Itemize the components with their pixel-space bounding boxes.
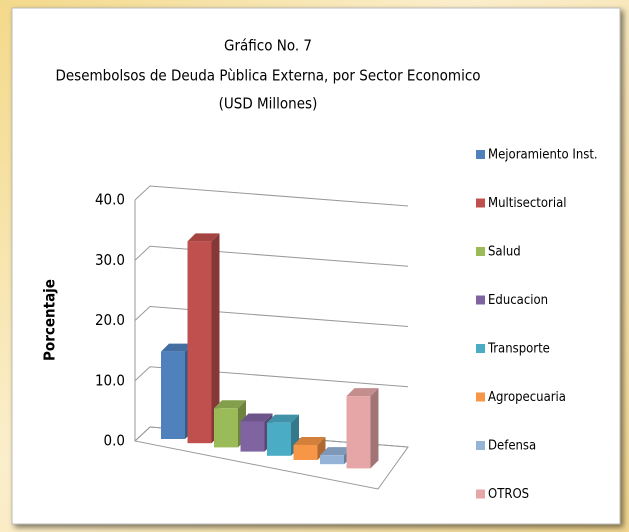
bar: [214, 408, 238, 448]
legend-label: Agropecuaria: [488, 390, 566, 405]
legend-swatch: [476, 295, 485, 305]
legend-label: Defensa: [488, 439, 536, 454]
bar: [320, 455, 344, 465]
y-axis-label: Porcentaje: [41, 279, 59, 361]
bar-top: [293, 436, 326, 445]
legend-label: Mejoramiento Inst.: [488, 148, 598, 163]
legend-swatch: [476, 392, 485, 402]
bar-top: [161, 343, 193, 352]
legend-label: Transporte: [487, 342, 550, 357]
bar-side: [211, 233, 220, 444]
legend-swatch: [476, 247, 485, 256]
legend-swatch: [476, 441, 485, 450]
bar-top: [240, 413, 273, 422]
bar-top: [320, 447, 352, 456]
legend-label: Salud: [488, 245, 521, 260]
bar: [187, 241, 212, 444]
y-tick-label: 10.0: [95, 371, 125, 389]
bar-top: [214, 400, 246, 409]
bar: [346, 396, 371, 469]
grid-line: [134, 245, 409, 267]
legend-swatch: [476, 198, 485, 208]
grid-line: [134, 185, 409, 207]
legend-swatch: [476, 150, 485, 159]
grid-line: [134, 366, 409, 388]
grid-line: [134, 305, 409, 327]
y-tick-label: 20.0: [95, 311, 125, 329]
legend-label: Multisectorial: [488, 196, 567, 211]
bar: [161, 351, 185, 439]
legend-label: OTROS: [488, 487, 529, 502]
bar-top: [187, 233, 220, 242]
chart-title: Gráfico No. 7: [224, 37, 312, 55]
legend-swatch: [476, 344, 485, 353]
y-tick-label: 40.0: [95, 191, 125, 209]
bar-side: [370, 388, 379, 469]
legend-label: Educacion: [488, 293, 548, 308]
y-tick-label: 0.0: [104, 432, 125, 450]
bar-top: [346, 388, 379, 397]
bar-side: [317, 436, 326, 460]
bar-top: [267, 414, 299, 423]
bar: [293, 444, 318, 460]
bar: [267, 422, 291, 456]
unit-note: (USD Millones): [219, 95, 318, 113]
bar: [240, 421, 265, 452]
y-tick-label: 30.0: [95, 251, 125, 269]
legend-swatch: [476, 489, 485, 499]
chart-subtitle: Desembolsos de Deuda Pùblica Externa, po…: [55, 67, 480, 85]
